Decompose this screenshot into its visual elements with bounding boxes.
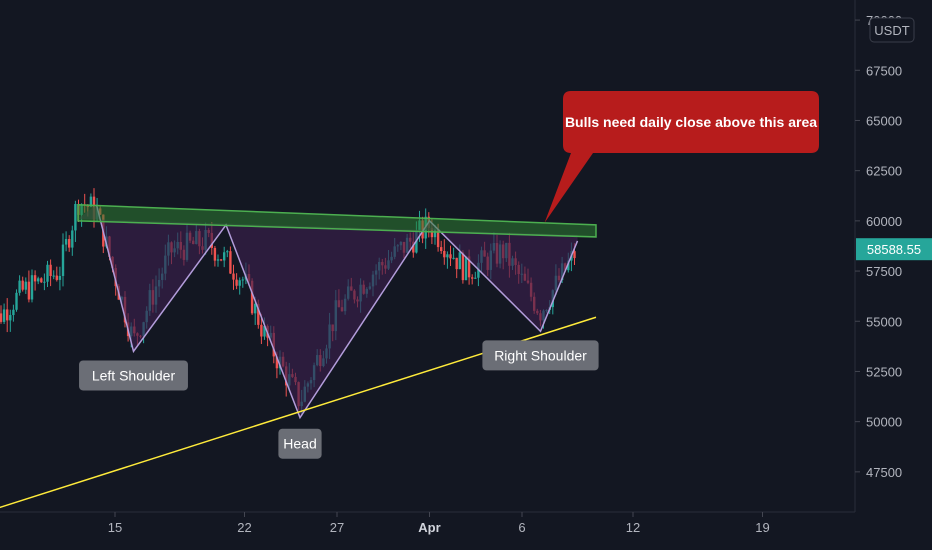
candle — [71, 225, 74, 256]
x-tick-label: 27 — [330, 520, 344, 535]
y-tick-label: 62500 — [866, 164, 902, 179]
candle — [213, 245, 217, 267]
y-tick-label: 55000 — [866, 314, 902, 329]
x-tick-label: 12 — [626, 520, 640, 535]
candle — [24, 277, 27, 294]
last-price-label: 58588.55 — [867, 242, 921, 257]
candle — [40, 277, 43, 283]
annotation-label: Left Shoulder — [79, 360, 188, 391]
candle — [61, 233, 65, 287]
last-price-tag: 58588.55 — [856, 238, 932, 261]
candle — [471, 274, 474, 285]
candle — [52, 270, 55, 280]
candle — [238, 277, 241, 295]
candle — [37, 276, 40, 285]
resistance-zone — [77, 204, 597, 238]
candle — [33, 270, 37, 291]
callout: Bulls need daily close above this area — [544, 91, 819, 223]
x-tick-label: Apr — [418, 520, 440, 535]
candle — [2, 303, 6, 325]
candle — [18, 275, 21, 296]
pattern-outline — [95, 204, 579, 420]
x-tick-label: 22 — [237, 520, 251, 535]
y-tick-label: 50000 — [866, 415, 902, 430]
y-tick-label: 57500 — [866, 264, 902, 279]
annotation-text: Left Shoulder — [92, 367, 176, 383]
candle — [443, 239, 446, 265]
candle — [446, 251, 449, 269]
callout-text: Bulls need daily close above this area — [565, 114, 817, 130]
y-tick-label: 52500 — [866, 364, 902, 379]
candle — [6, 298, 9, 333]
candle — [74, 200, 77, 242]
annotation-text: Head — [283, 436, 316, 452]
candle — [229, 246, 232, 274]
candle — [235, 273, 238, 290]
y-tick-label: 67500 — [866, 63, 902, 78]
candle — [216, 254, 220, 267]
candle — [474, 271, 477, 280]
annotation-label: Head — [278, 428, 322, 459]
candle — [68, 235, 71, 252]
annotation-text: Right Shoulder — [494, 347, 587, 363]
pattern-area — [78, 204, 578, 418]
y-tick-label: 65000 — [866, 113, 902, 128]
candle — [64, 231, 68, 252]
price-axis[interactable]: 47500 50000 52500 55000 57500 60000 62500 65000… — [854, 0, 932, 550]
candle — [449, 245, 452, 267]
candle — [455, 257, 458, 279]
candle — [461, 250, 465, 284]
candle — [43, 273, 46, 291]
candle — [9, 309, 12, 332]
candle — [12, 304, 15, 322]
callout-bubble — [544, 91, 819, 223]
candle — [223, 246, 226, 268]
candle — [0, 305, 3, 324]
candle — [440, 240, 443, 254]
candle — [241, 276, 244, 288]
unit-label: USDT — [874, 23, 909, 38]
unit-badge[interactable]: USDT — [869, 17, 915, 43]
x-tick-label: 15 — [108, 520, 122, 535]
candle — [49, 259, 52, 287]
candle — [232, 264, 235, 290]
y-tick-label: 47500 — [866, 465, 902, 480]
candle — [464, 256, 468, 281]
candle — [219, 259, 223, 262]
y-tick-label: 60000 — [866, 214, 902, 229]
candle — [452, 247, 455, 260]
candle — [58, 266, 62, 291]
time-axis[interactable]: 15 22 27 Apr 6 12 19 — [0, 511, 855, 535]
x-tick-label: 19 — [755, 520, 769, 535]
candle — [30, 269, 34, 303]
candle — [21, 276, 24, 292]
annotation-label: Right Shoulder — [482, 340, 599, 371]
candle — [55, 266, 58, 282]
x-tick-label: 6 — [518, 520, 525, 535]
candle — [226, 249, 229, 258]
candle — [15, 289, 18, 312]
candle — [46, 260, 49, 287]
annotations-layer: Left Shoulder Head Right Shoulder — [79, 340, 599, 459]
candle — [27, 270, 31, 303]
